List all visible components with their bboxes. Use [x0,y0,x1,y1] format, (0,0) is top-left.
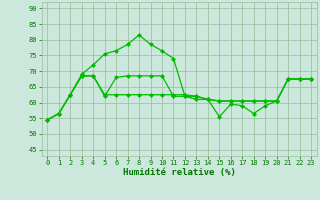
X-axis label: Humidité relative (%): Humidité relative (%) [123,168,236,177]
